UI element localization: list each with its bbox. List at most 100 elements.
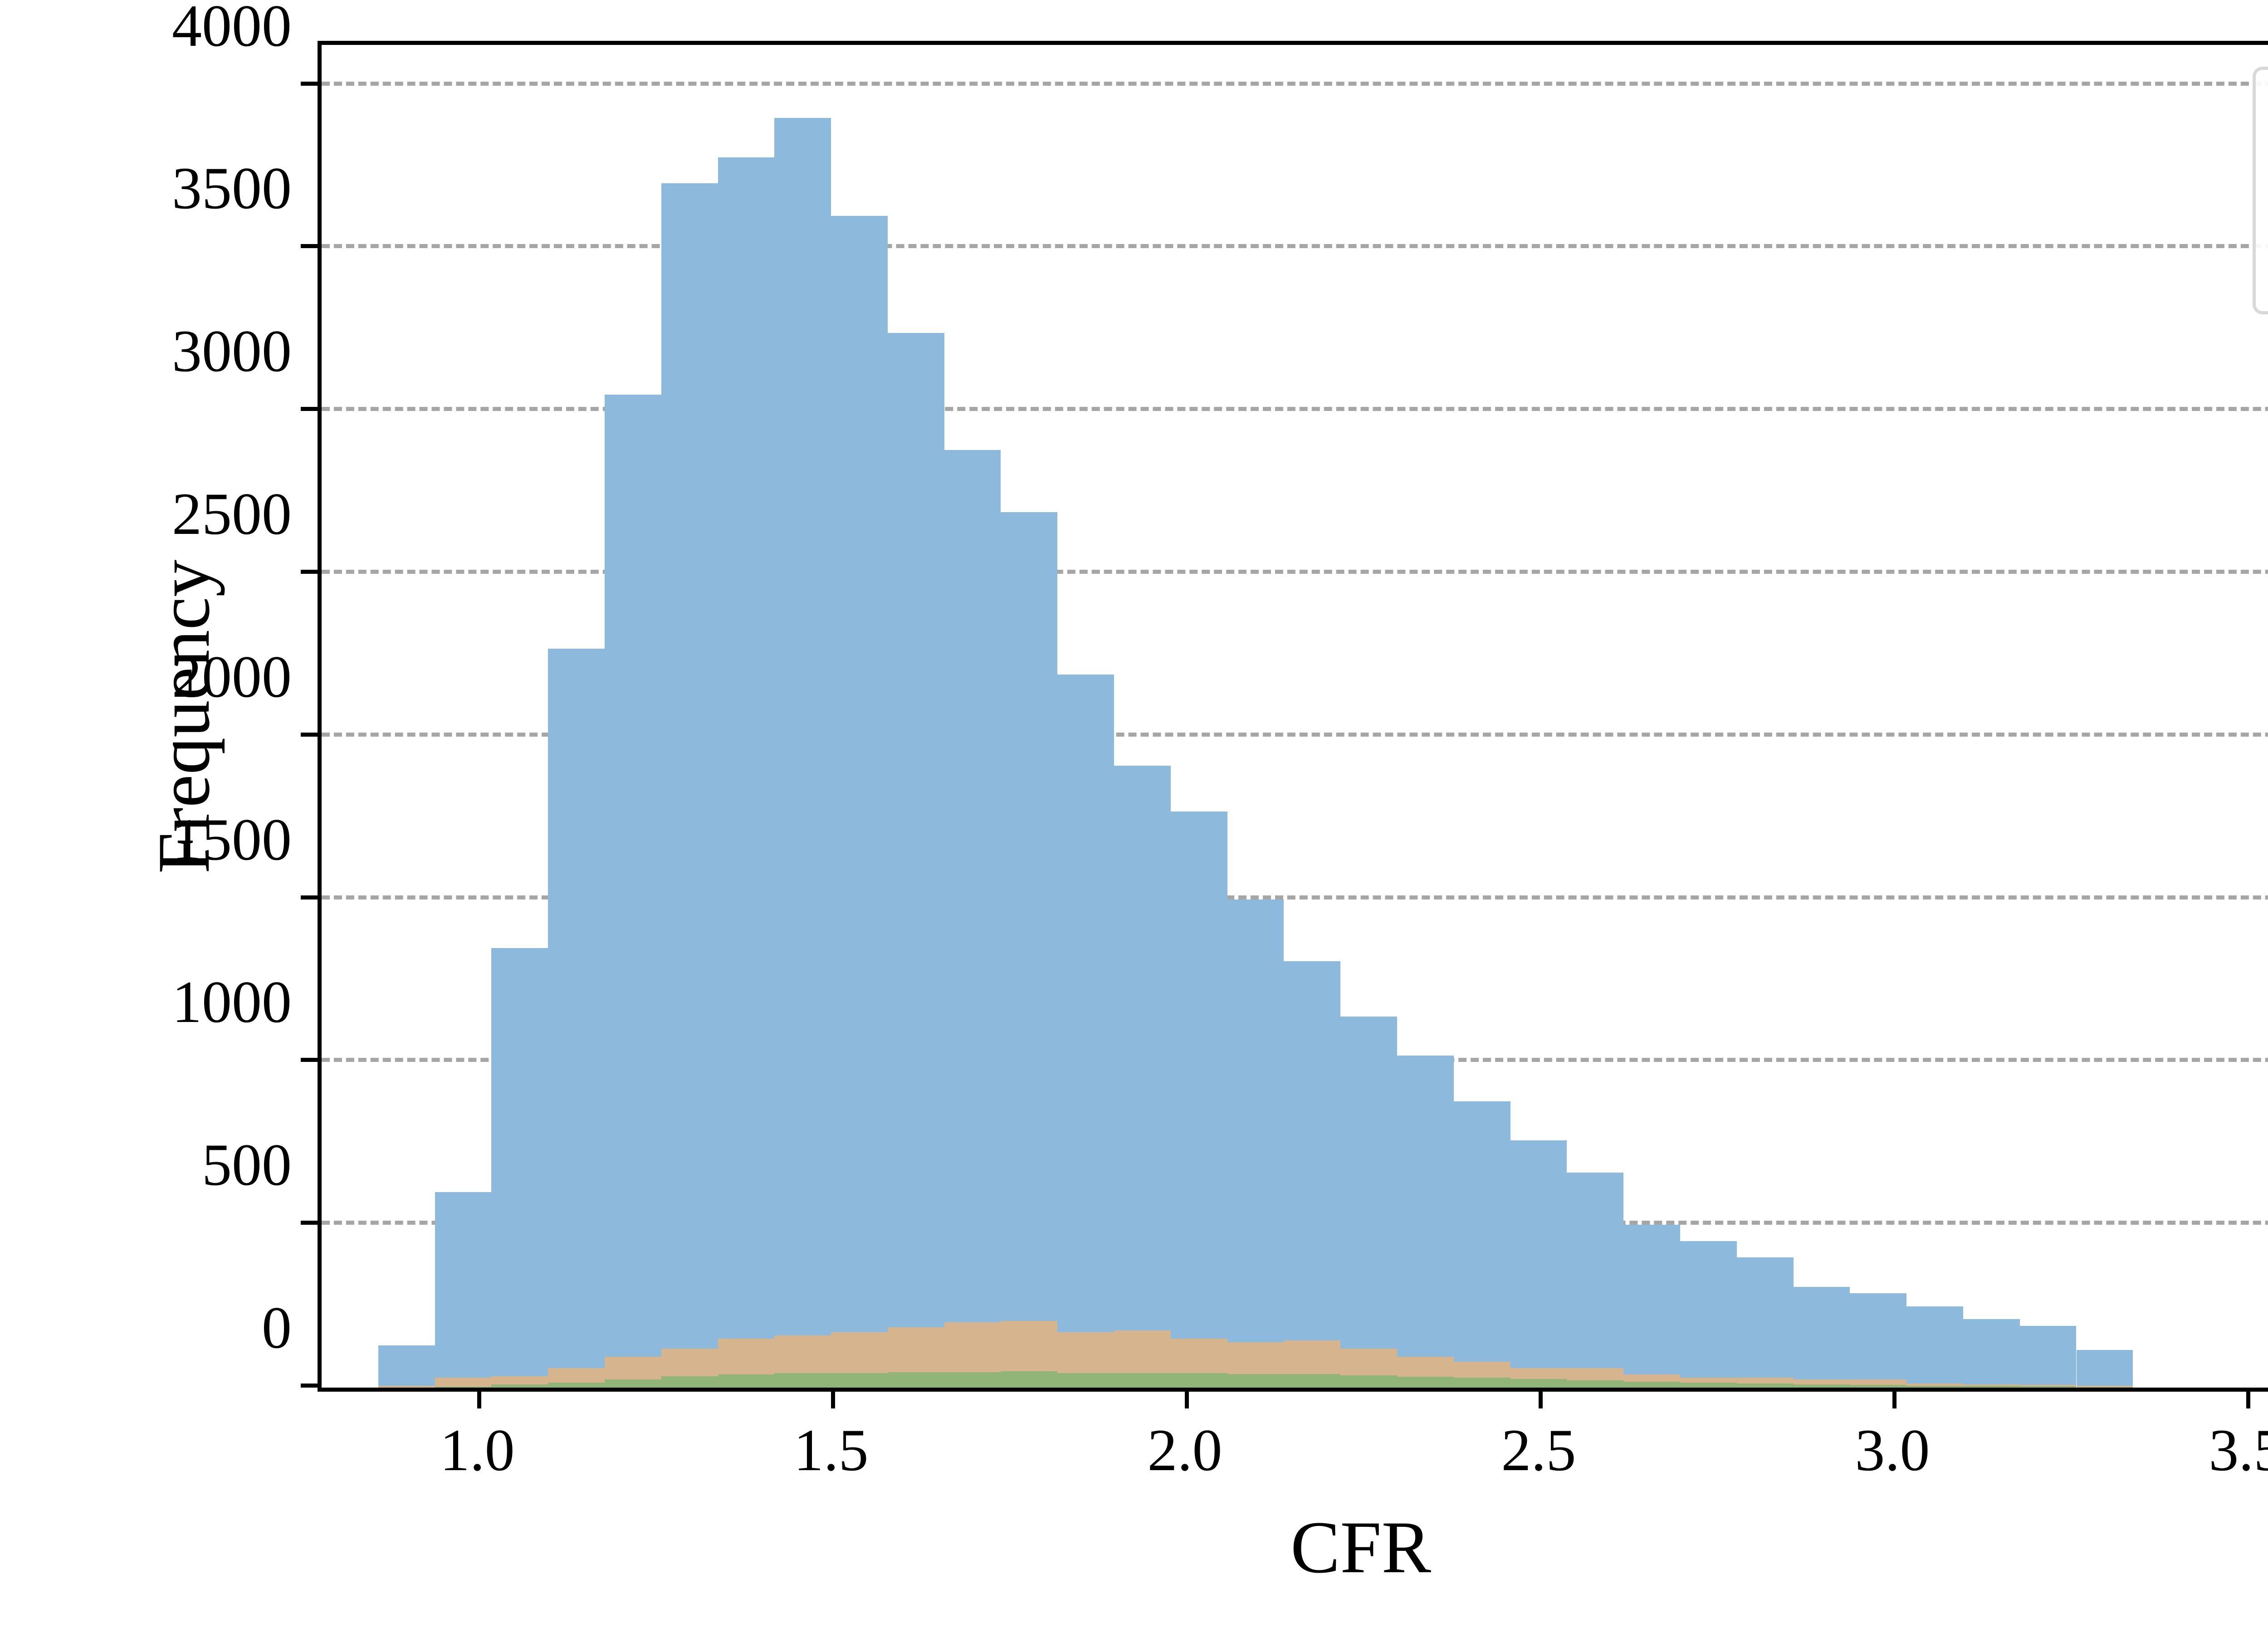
histogram-bar bbox=[491, 948, 548, 1388]
y-tick-label: 0 bbox=[262, 1294, 292, 1361]
histogram-bar bbox=[1057, 675, 1114, 1388]
histogram-bar bbox=[1284, 1374, 1341, 1388]
x-tick-mark bbox=[1892, 1388, 1897, 1408]
y-tick-label: 500 bbox=[202, 1131, 292, 1198]
gridline bbox=[322, 81, 2268, 86]
histogram-bar bbox=[944, 1372, 1001, 1388]
histogram-bar bbox=[2076, 1350, 2133, 1388]
histogram-bar bbox=[661, 1376, 718, 1388]
x-tick-label: 1.0 bbox=[440, 1417, 515, 1483]
histogram-bar bbox=[661, 183, 718, 1388]
histogram-bar bbox=[1567, 1380, 1624, 1388]
histogram-bar bbox=[1170, 1373, 1227, 1388]
x-tick-label: 2.0 bbox=[1147, 1417, 1222, 1483]
histogram-bar bbox=[1114, 766, 1171, 1388]
histogram-bar bbox=[1340, 1375, 1397, 1388]
histogram-bar bbox=[774, 1373, 831, 1388]
histogram-bar bbox=[1906, 1306, 1963, 1388]
histogram-bar bbox=[2019, 1385, 2077, 1388]
gridline bbox=[322, 895, 2268, 900]
histogram-bar bbox=[1623, 1382, 1680, 1388]
histogram-bar bbox=[1906, 1385, 1963, 1388]
x-tick-label: 2.5 bbox=[1501, 1417, 1576, 1483]
gridline bbox=[322, 407, 2268, 411]
histogram-bar bbox=[1057, 1373, 1114, 1388]
histogram-bar bbox=[1170, 811, 1227, 1388]
histogram-bar bbox=[718, 157, 775, 1388]
y-tick-mark bbox=[301, 244, 322, 249]
histogram-bar bbox=[944, 450, 1001, 1388]
x-tick-mark bbox=[831, 1388, 836, 1408]
histogram-bar bbox=[1453, 1101, 1510, 1388]
y-tick-mark bbox=[301, 1221, 322, 1225]
histogram-bar bbox=[831, 1373, 888, 1388]
histogram-bar bbox=[1397, 1376, 1454, 1388]
histogram-bar bbox=[604, 395, 661, 1388]
histogram-bar bbox=[548, 1383, 605, 1388]
histogram-bar bbox=[1963, 1319, 2020, 1388]
y-tick-mark bbox=[301, 732, 322, 737]
histogram-bar bbox=[1793, 1286, 1850, 1388]
histogram-bar bbox=[2076, 1387, 2133, 1388]
y-tick-label: 1000 bbox=[172, 968, 292, 1036]
histogram-bar bbox=[1567, 1173, 1624, 1388]
histogram-bar bbox=[1680, 1241, 1737, 1388]
y-tick-mark bbox=[301, 1384, 322, 1388]
histogram-bar bbox=[548, 649, 605, 1388]
y-tick-label: 4000 bbox=[172, 0, 292, 59]
histogram-bar bbox=[1001, 512, 1058, 1388]
histogram-bar bbox=[1510, 1140, 1567, 1388]
y-tick-mark bbox=[301, 895, 322, 900]
histogram-bar bbox=[435, 1192, 492, 1388]
plot-inner bbox=[322, 45, 2268, 1388]
histogram-bar bbox=[1623, 1225, 1680, 1388]
y-tick-mark bbox=[301, 1058, 322, 1062]
histogram-bar bbox=[1397, 1056, 1454, 1388]
histogram-bar bbox=[435, 1378, 492, 1388]
histogram-bar bbox=[1793, 1384, 1850, 1388]
histogram-bar bbox=[1340, 1016, 1397, 1388]
histogram-bar bbox=[1453, 1378, 1510, 1388]
x-tick-mark bbox=[1538, 1388, 1543, 1408]
histogram-bar bbox=[718, 1374, 775, 1388]
histogram-bar bbox=[1736, 1257, 1794, 1388]
plot-area: 0 500 1000 1500 2000 2500 3000 3500 4000 1.0 1.5 2… bbox=[172, 0, 2268, 1480]
y-tick-label: 2500 bbox=[172, 480, 292, 548]
histogram-bar bbox=[2019, 1325, 2077, 1388]
histogram-bar bbox=[774, 118, 831, 1388]
histogram-bar bbox=[1284, 961, 1341, 1388]
histogram-bar bbox=[1850, 1385, 1907, 1388]
histogram-bar bbox=[378, 1345, 435, 1388]
histogram-bar bbox=[604, 1379, 661, 1388]
x-tick-label: 3.5 bbox=[2209, 1417, 2268, 1483]
histogram-bar bbox=[2019, 1386, 2077, 1388]
x-tick-mark bbox=[2246, 1388, 2250, 1408]
histogram-bar bbox=[1227, 899, 1284, 1388]
y-tick-label: 3500 bbox=[172, 155, 292, 222]
histogram-bar bbox=[1850, 1293, 1907, 1388]
gridline bbox=[322, 732, 2268, 737]
x-tick-label: 3.0 bbox=[1855, 1417, 1930, 1483]
histogram-bar bbox=[1736, 1384, 1794, 1388]
histogram-bar bbox=[435, 1386, 492, 1388]
histogram-bar bbox=[1001, 1371, 1058, 1388]
histogram-bar bbox=[887, 1372, 944, 1388]
histogram-bar bbox=[1963, 1384, 2020, 1388]
histogram-bar bbox=[1114, 1373, 1171, 1388]
histogram-bar bbox=[2076, 1386, 2133, 1388]
legend[interactable]: TrainValidationTest bbox=[2253, 67, 2268, 314]
histogram-bar bbox=[1680, 1383, 1737, 1388]
histogram-bar bbox=[1227, 1374, 1284, 1388]
x-tick-label: 1.5 bbox=[793, 1417, 869, 1483]
x-tick-mark bbox=[1185, 1388, 1189, 1408]
y-tick-mark bbox=[301, 570, 322, 574]
y-axis-title: Frequency bbox=[143, 559, 225, 874]
histogram-bar bbox=[1906, 1384, 1963, 1388]
y-tick-mark bbox=[301, 407, 322, 411]
gridline bbox=[322, 570, 2268, 574]
x-axis-title: CFR bbox=[1290, 1506, 1431, 1589]
y-tick-label: 1500 bbox=[172, 806, 292, 873]
y-tick-label: 2000 bbox=[172, 643, 292, 710]
x-tick-mark bbox=[477, 1388, 482, 1408]
